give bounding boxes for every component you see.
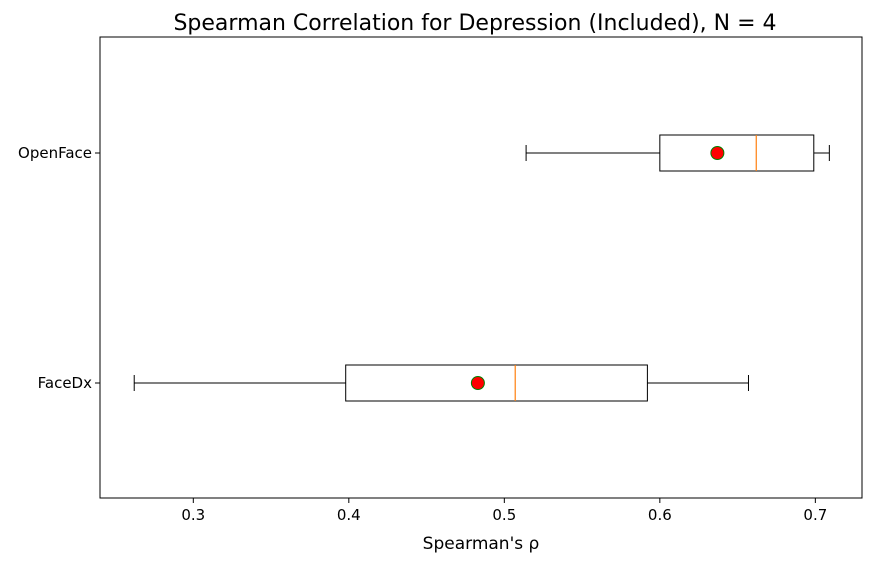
x-axis: 0.3 0.4 0.5 0.6 0.7: [181, 498, 827, 524]
facedx-box: [345, 364, 648, 402]
openface-mean-marker: [710, 146, 725, 160]
chart-title: Spearman Correlation for Depression (Inc…: [173, 11, 776, 36]
plot-frame: [99, 36, 863, 499]
x-axis-label: Spearman's ρ: [423, 534, 540, 554]
x-tick-label-0: 0.3: [181, 506, 205, 524]
y-tick-label-openface: OpenFace: [18, 144, 92, 162]
y-axis: OpenFace FaceDx: [18, 144, 100, 392]
facedx-mean-marker: [470, 376, 485, 390]
x-tick-label-3: 0.6: [648, 506, 672, 524]
x-tick-label-2: 0.5: [492, 506, 516, 524]
openface-box: [659, 134, 815, 172]
y-tick-label-facedx: FaceDx: [38, 374, 92, 392]
x-tick-label-4: 0.7: [803, 506, 827, 524]
x-tick-label-1: 0.4: [337, 506, 361, 524]
plot-marks: [133, 134, 830, 402]
